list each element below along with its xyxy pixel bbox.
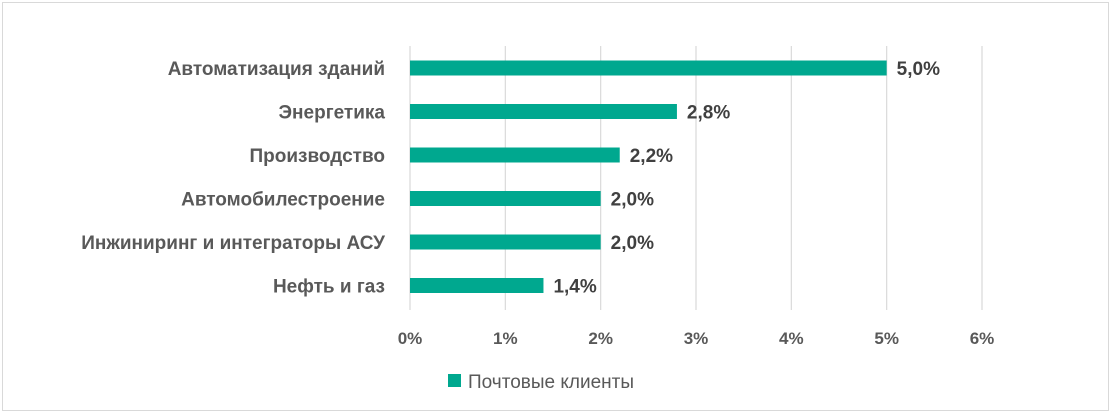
- category-label-5: Нефть и газ: [273, 277, 385, 298]
- x-tick-label-3: 3%: [684, 329, 709, 348]
- value-label-1: 2,8%: [687, 103, 730, 124]
- legend-swatch: [448, 374, 461, 387]
- value-label-0: 5,0%: [897, 59, 940, 80]
- value-label-3: 2,0%: [611, 190, 654, 211]
- x-tick-label-1: 1%: [493, 329, 518, 348]
- category-label-1: Энергетика: [279, 103, 386, 124]
- bar-2: [410, 147, 620, 163]
- value-label-5: 1,4%: [553, 277, 596, 298]
- x-tick-label-0: 0%: [398, 329, 423, 348]
- x-tick-label-5: 5%: [874, 329, 899, 348]
- value-label-4: 2,0%: [611, 233, 654, 254]
- category-label-3: Автомобилестроение: [181, 190, 385, 211]
- bar-0: [410, 60, 887, 76]
- bar-1: [410, 104, 677, 119]
- category-label-0: Автоматизация зданий: [168, 59, 385, 80]
- category-label-2: Производство: [250, 146, 386, 167]
- bar-4: [410, 234, 601, 250]
- x-tick-label-2: 2%: [588, 329, 613, 348]
- category-label-4: Инжиниринг и интеграторы АСУ: [81, 233, 385, 254]
- bar-5: [410, 278, 544, 293]
- bar-3: [410, 191, 601, 206]
- legend-label: Почтовые клиенты: [468, 372, 634, 393]
- value-label-2: 2,2%: [630, 146, 673, 167]
- x-tick-label-4: 4%: [779, 329, 804, 348]
- x-tick-label-6: 6%: [970, 329, 995, 348]
